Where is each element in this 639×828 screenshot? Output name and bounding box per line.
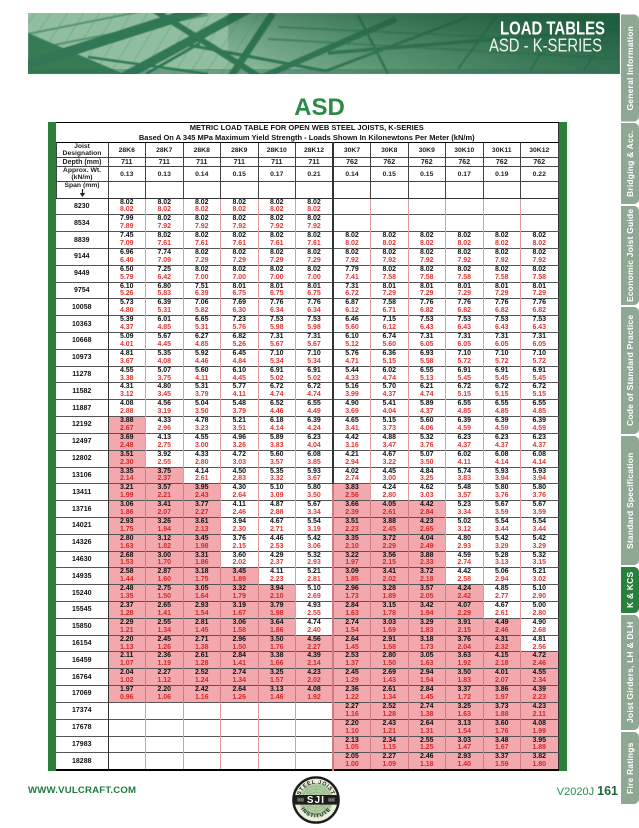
svg-text:SJI: SJI: [307, 795, 325, 806]
svg-text:LOAD TABLES: LOAD TABLES: [500, 19, 605, 39]
svg-text:ASD - K-SERIES: ASD - K-SERIES: [489, 36, 602, 56]
